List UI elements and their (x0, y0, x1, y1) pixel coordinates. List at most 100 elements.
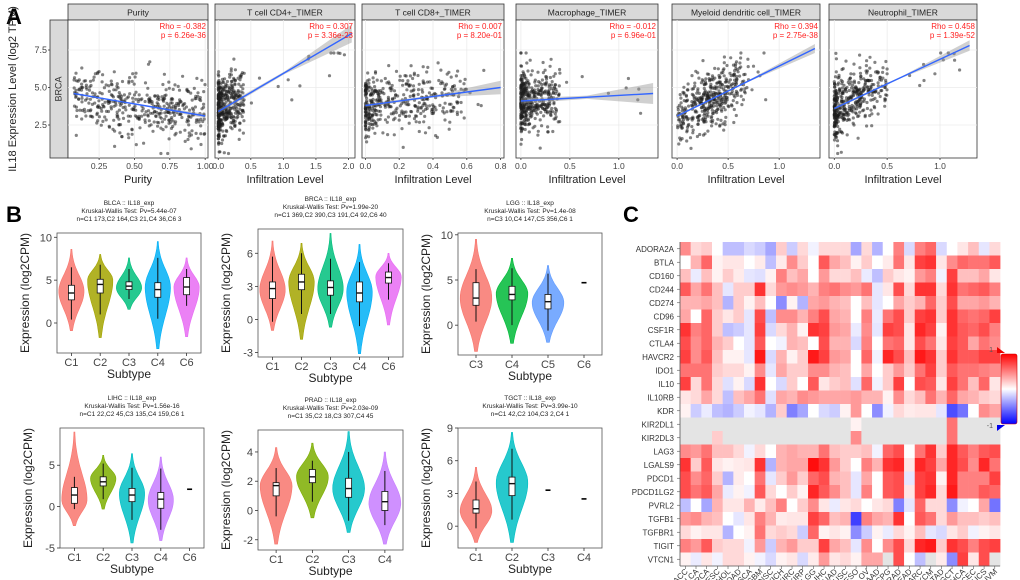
heatmap-cell (690, 458, 702, 472)
data-point (689, 146, 693, 150)
heatmap-cell (840, 444, 852, 459)
data-point (166, 151, 170, 156)
x-tick-label: C1 (265, 361, 279, 373)
heatmap-cell (808, 417, 820, 432)
data-point (400, 109, 404, 113)
data-point (151, 129, 155, 133)
data-point (836, 76, 840, 80)
data-point (224, 89, 228, 93)
data-point (875, 69, 879, 74)
data-point (409, 89, 413, 93)
data-point (704, 108, 708, 112)
heatmap-cell (850, 296, 862, 310)
heatmap-cell (818, 458, 830, 472)
heatmap-cell (776, 498, 787, 513)
data-point (393, 116, 397, 120)
box (183, 277, 191, 296)
heatmap-cell (744, 552, 755, 567)
heatmap-cell (840, 309, 852, 324)
data-point (219, 82, 223, 86)
data-point (134, 90, 138, 94)
data-point (764, 98, 768, 102)
data-point (123, 105, 127, 109)
data-point (162, 99, 166, 103)
regression-line (520, 92, 654, 102)
data-point (128, 92, 132, 96)
heatmap-cell (882, 525, 894, 540)
data-point (202, 117, 206, 121)
data-point (79, 88, 84, 92)
heatmap-cell (850, 350, 862, 364)
heatmap-cell (765, 336, 777, 351)
data-point (865, 100, 869, 105)
plot-title: PRAD :: IL18_exp (304, 397, 356, 404)
data-point (519, 142, 523, 146)
heatmap-cell (690, 323, 702, 337)
data-point (448, 120, 452, 124)
heatmap-cell (904, 539, 916, 553)
heatmap-cell (818, 417, 830, 432)
data-point (437, 78, 441, 83)
heatmap-cell (850, 390, 862, 405)
heatmap-cell (840, 390, 852, 405)
data-point (226, 98, 230, 102)
heatmap-cell (946, 390, 958, 405)
data-point (80, 100, 84, 104)
data-point (74, 133, 78, 137)
data-point (173, 107, 177, 111)
heatmap-cell (786, 485, 798, 499)
heatmap-cell (680, 390, 691, 405)
heatmap-cell (861, 255, 873, 270)
data-point (462, 116, 466, 120)
data-point (536, 70, 540, 74)
data-point (109, 79, 113, 83)
data-point (85, 97, 89, 101)
heatmap-cell (701, 485, 713, 499)
data-point (698, 132, 702, 137)
row-label: PDCD1 (647, 474, 675, 483)
data-point (381, 86, 385, 91)
heatmap-cell (861, 336, 873, 351)
data-point (870, 93, 874, 97)
x-tick-label: C1 (67, 552, 81, 564)
data-point (878, 75, 882, 80)
colorbar-max-label: 1 (989, 347, 993, 354)
data-point (91, 115, 95, 119)
heatmap-cell (722, 525, 734, 540)
data-point (307, 54, 311, 59)
data-point (441, 81, 445, 85)
heatmap-cell (765, 309, 777, 324)
data-point (719, 98, 723, 102)
data-point (127, 136, 131, 140)
heatmap-cell (818, 242, 830, 256)
data-point (217, 150, 221, 154)
data-point (455, 112, 459, 117)
heatmap-cell (712, 309, 723, 324)
data-point (173, 83, 177, 87)
data-point (371, 126, 375, 130)
row-label: IDO1 (655, 366, 674, 375)
heatmap-cell (893, 431, 905, 445)
data-point (728, 78, 733, 82)
data-point (187, 131, 191, 135)
data-point (552, 85, 557, 89)
heatmap-cell (797, 269, 809, 283)
facet-title: Macrophage_TIMER (548, 8, 626, 18)
data-point (849, 80, 853, 84)
data-point (459, 100, 463, 105)
data-point (199, 142, 203, 147)
heatmap-cell (989, 296, 1001, 310)
heatmap-cell (978, 336, 990, 351)
heatmap-cell (904, 336, 916, 351)
heatmap-cell (925, 336, 937, 351)
data-point (379, 89, 383, 93)
heatmap-cell (893, 404, 905, 418)
heatmap-cell (904, 363, 916, 378)
heatmap-cell (733, 552, 745, 567)
y-tick-label: 0 (447, 320, 453, 332)
data-point (454, 74, 458, 78)
data-point (401, 79, 405, 83)
heatmap-cell (690, 309, 702, 324)
heatmap-cell (946, 485, 958, 499)
data-point (712, 104, 716, 108)
